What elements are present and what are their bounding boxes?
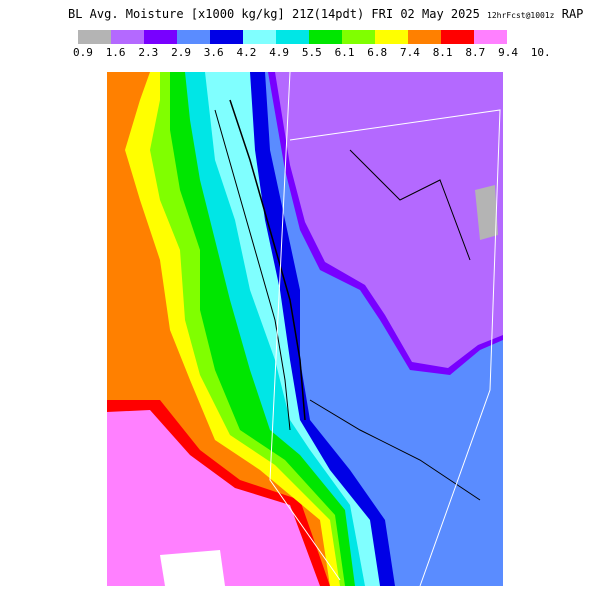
color-box [243,30,276,44]
color-box [111,30,144,44]
colorbar-label: 2.9 [171,46,191,59]
colorbar-labels: 0.9 1.6 2.3 2.9 3.6 4.2 4.9 5.5 6.1 6.8 7.4 8.1 8.7 9… [70,46,551,60]
field [160,550,225,586]
field [107,410,320,586]
colorbar-label: 0.9 [73,46,93,59]
color-box [474,30,507,44]
contour [349,149,471,261]
colorbar-label: 8.7 [465,46,486,59]
color-box [78,30,111,44]
colorbar-label: 6.1 [334,46,355,59]
colorbar-label: 8.1 [432,46,453,59]
color-box [276,30,309,44]
field [475,185,498,240]
title: BL Avg. Moisture [x1000 kg/kg] 21Z(14pdt… [68,7,480,21]
colorbar-label: 6.8 [367,46,388,59]
forecast-note: 12hrFcst@1001z [487,11,555,20]
contour [214,109,291,431]
colorbar-label: 4.9 [269,46,290,59]
border [269,72,341,581]
color-box [309,30,342,44]
color-box [144,30,177,44]
colorbar-label: 2.3 [138,46,159,59]
colorbar-label: 3.6 [203,46,224,59]
colorbar-label: 5.5 [301,46,322,59]
field [275,72,503,368]
colorbar-label: 10. [530,46,551,59]
colorbar-label: 1.6 [105,46,126,59]
colorbar-label: 4.2 [236,46,257,59]
contour [309,399,481,501]
header: BL Avg. Moisture [x1000 kg/kg] 21Z(14pdt… [68,7,583,21]
color-box [441,30,474,44]
color-box [210,30,243,44]
colorbar-label: 9.4 [498,46,518,59]
border [289,109,501,586]
color-box [408,30,441,44]
moisture-field [107,72,503,586]
colorbar [78,30,507,44]
model: RAP [561,7,584,21]
contour [229,99,306,421]
color-box [342,30,375,44]
color-box [177,30,210,44]
color-box [375,30,408,44]
colorbar-label: 7.4 [400,46,420,59]
